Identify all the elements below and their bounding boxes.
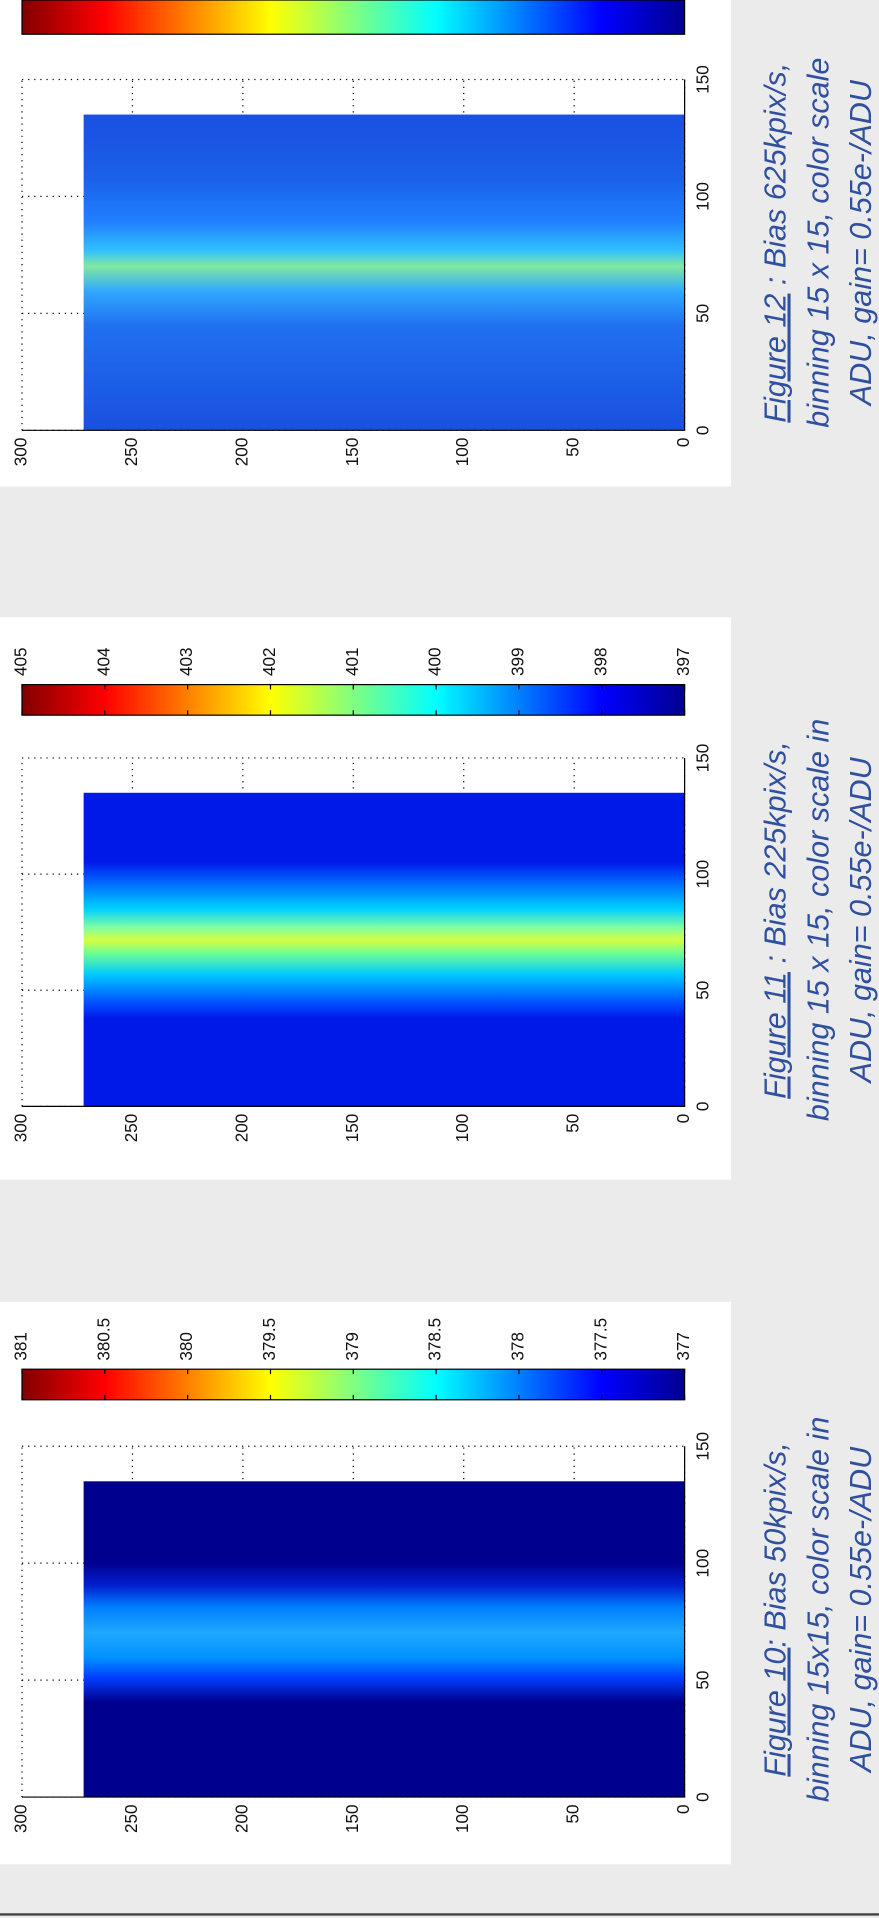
y-tick-label: 200 [232, 438, 251, 467]
x-tick-label: 0 [694, 426, 713, 436]
y-tick-label: 150 [343, 1804, 362, 1833]
colorbar-tick-label: 377 [674, 1332, 693, 1361]
caption-line: ADU, gain= 0.55e-/ADU [844, 1446, 878, 1774]
x-tick-label: 150 [694, 65, 713, 94]
colorbar-tick-label: 379 [343, 1332, 362, 1361]
axes-frame [22, 79, 686, 431]
colorbar-tick-label: 399 [508, 647, 527, 676]
colorbar [21, 0, 686, 35]
x-tick-label: 150 [694, 744, 713, 773]
figure-label: Figure 12 [759, 294, 793, 423]
x-tick-label: 50 [694, 304, 713, 323]
y-tick-label: 50 [564, 1804, 583, 1823]
x-tick-label: 50 [694, 1671, 713, 1690]
caption-text: ADU, gain= 0.55e-/ADU [844, 79, 878, 407]
heatmap-image [83, 114, 685, 431]
y-tick-label: 0 [674, 1804, 693, 1814]
colorbar-tick-label: 404 [94, 647, 113, 676]
figure-label: Figure 11 [759, 972, 793, 1099]
caption-line: Figure 10: Bias 50kpix/s, [759, 1442, 793, 1776]
y-tick-label: 200 [232, 1114, 251, 1143]
colorbar-tick-label: 397 [674, 647, 693, 676]
y-tick-label: 150 [343, 1114, 362, 1143]
figure-label: Figure 10 [759, 1648, 793, 1777]
caption-text: binning 15 x 15, color scale in [801, 719, 835, 1121]
y-tick-label: 300 [12, 1804, 31, 1833]
caption-line: binning 15x15, color scale in [801, 1417, 835, 1802]
x-tick-label: 150 [694, 1432, 713, 1461]
y-tick-label: 150 [343, 438, 362, 467]
colorbar-tick-label: 380.5 [94, 1318, 113, 1361]
axes-frame [22, 1446, 686, 1798]
y-tick-label: 300 [12, 438, 31, 467]
colorbar-tick-label: 378 [508, 1332, 527, 1361]
x-tick-label: 100 [694, 1549, 713, 1578]
axes-frame [22, 757, 686, 1107]
caption-text: : Bias 50kpix/s, [759, 1442, 793, 1647]
y-tick-label: 0 [674, 438, 693, 448]
colorbar-tick-label: 398 [591, 647, 610, 676]
heatmap-image [83, 792, 685, 1107]
colorbar-tick-label: 402 [260, 647, 279, 676]
caption-line: ADU, gain= 0.55e-/ADU [844, 756, 878, 1084]
caption-line: binning 15 x 15, color scale [801, 58, 835, 428]
colorbar-tick-label: 380 [177, 1332, 196, 1361]
caption-text: : Bias 625kpix/s, [759, 63, 793, 294]
y-tick-label: 50 [564, 438, 583, 457]
heatmap-image [83, 1481, 685, 1798]
y-tick-label: 50 [564, 1114, 583, 1133]
y-tick-label: 250 [122, 438, 141, 467]
colorbar-tick-label: 379.5 [260, 1318, 279, 1361]
y-tick-label: 100 [453, 1804, 472, 1833]
colorbar-tick-label: 401 [343, 647, 362, 676]
x-tick-label: 0 [694, 1102, 713, 1112]
y-tick-label: 300 [12, 1114, 31, 1143]
caption-text: ADU, gain= 0.55e-/ADU [844, 1446, 878, 1774]
y-tick-label: 250 [122, 1114, 141, 1143]
y-tick-label: 250 [122, 1804, 141, 1833]
caption-line: binning 15 x 15, color scale in [801, 719, 835, 1121]
y-tick-label: 0 [674, 1114, 693, 1124]
caption-text: binning 15 x 15, color scale [801, 58, 835, 428]
figure: 0 50 100 150 0 50 100 150 200 250 300 Figure 12 : B… [0, 0, 878, 487]
y-tick-label: 100 [453, 438, 472, 467]
colorbar-tick-label: 400 [426, 647, 445, 676]
figure: 0 50 100 150 0 50 100 150 200 250 300 397 398 399 400 4… [0, 617, 878, 1180]
colorbar-tick-label: 377.5 [591, 1318, 610, 1361]
colorbar-tick-label: 403 [177, 647, 196, 676]
colorbar-tick-label: 405 [12, 647, 31, 676]
colorbar-tick-label: 381 [12, 1332, 31, 1361]
caption-line: Figure 12 : Bias 625kpix/s, [759, 63, 793, 423]
caption-text: binning 15x15, color scale in [801, 1417, 835, 1802]
colorbar-tick-label: 378.5 [426, 1318, 445, 1361]
x-tick-label: 0 [694, 1792, 713, 1802]
caption-text: ADU, gain= 0.55e-/ADU [844, 756, 878, 1084]
x-tick-label: 50 [694, 981, 713, 1000]
x-tick-label: 100 [694, 860, 713, 889]
figure: 0 50 100 150 0 50 100 150 200 250 300 377 377.5 378 37… [0, 1301, 878, 1865]
y-tick-label: 100 [453, 1114, 472, 1143]
caption-text: : Bias 225kpix/s, [759, 741, 793, 972]
caption-line: ADU, gain= 0.55e-/ADU [844, 79, 878, 407]
y-tick-label: 200 [232, 1804, 251, 1833]
caption-line: Figure 11 : Bias 225kpix/s, [759, 741, 793, 1099]
x-tick-label: 100 [694, 182, 713, 211]
